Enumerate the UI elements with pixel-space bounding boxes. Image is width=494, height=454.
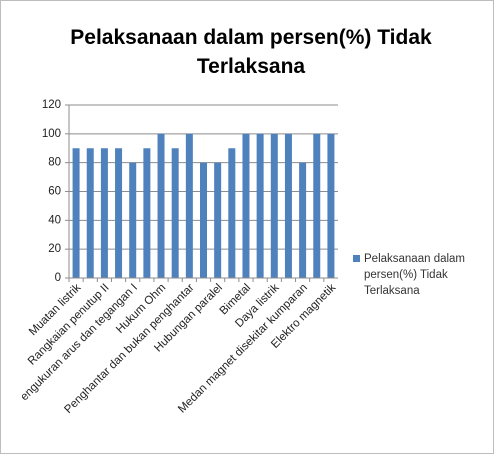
bar [214, 162, 222, 278]
bar [129, 162, 137, 278]
bar [242, 133, 250, 278]
y-tick-label: 120 [42, 99, 61, 111]
bar [157, 133, 165, 278]
y-tick-label: 40 [48, 214, 61, 226]
bar [228, 148, 236, 278]
bar [313, 133, 321, 278]
chart-title: Pelaksanaan dalam persen(%) Tidak Terlak… [70, 26, 432, 78]
x-tick-label: engukuran arus dan tegangan I [18, 282, 140, 404]
bar [72, 148, 80, 278]
bar [143, 148, 151, 278]
legend-key [353, 255, 360, 262]
bar [115, 148, 123, 278]
bar [200, 162, 207, 278]
bar [299, 162, 307, 278]
y-tick-label: 80 [48, 157, 61, 169]
bar [327, 133, 335, 278]
legend-label: Pelaksanaan dalam persen(%) Tidak Terlak… [364, 253, 466, 297]
bar [256, 133, 264, 278]
bar [185, 133, 193, 278]
bar [284, 133, 292, 278]
y-tick-label: 100 [42, 128, 61, 140]
bar [171, 148, 179, 278]
bar [86, 148, 94, 278]
y-tick-label: 20 [48, 243, 61, 255]
bar [270, 133, 278, 278]
y-tick-label: 0 [55, 272, 61, 284]
y-tick-label: 60 [48, 186, 61, 198]
bar [100, 148, 108, 278]
legend: Pelaksanaan dalam persen(%) Tidak Terlak… [353, 251, 483, 299]
